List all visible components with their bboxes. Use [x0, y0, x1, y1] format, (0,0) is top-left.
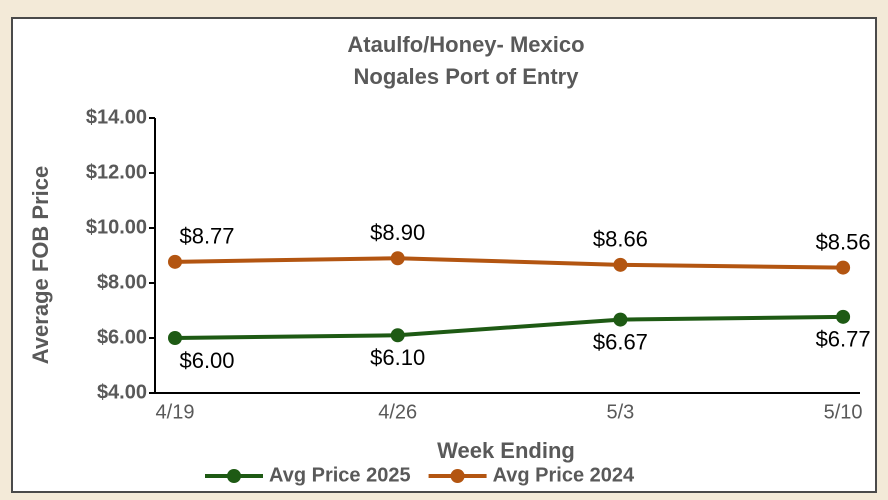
marker: [168, 254, 182, 269]
legend-label: Avg Price 2024: [493, 464, 635, 486]
y-axis-label: Average FOB Price: [28, 166, 53, 365]
y-tick-label: $14.00: [86, 106, 147, 128]
x-axis-label: Week Ending: [437, 438, 575, 463]
marker: [613, 312, 628, 327]
x-tick-label: 4/19: [156, 401, 195, 423]
data-label: $6.67: [593, 329, 648, 354]
series-line: [174, 314, 844, 340]
data-label: $8.66: [593, 227, 648, 252]
y-tick-label: $4.00: [97, 381, 147, 403]
marker: [168, 331, 182, 345]
data-label: $6.00: [179, 348, 234, 373]
y-tick-label: $8.00: [97, 271, 147, 293]
series-line: [174, 256, 844, 270]
marker: [390, 328, 405, 343]
data-label: $6.10: [370, 345, 425, 370]
marker: [836, 309, 851, 324]
data-label: $6.77: [816, 327, 871, 352]
x-tick-label: 4/26: [378, 401, 417, 423]
y-tick-label: $10.00: [86, 216, 147, 238]
chart-subtitle: Nogales Port of Entry: [354, 64, 580, 89]
marker: [613, 257, 628, 272]
chart-title: Ataulfo/Honey- Mexico: [347, 32, 584, 57]
legend-marker: [227, 469, 241, 483]
y-tick-label: $6.00: [97, 326, 147, 348]
panel: [11, 17, 877, 493]
y-tick-label: $12.00: [86, 161, 147, 183]
legend-marker: [450, 469, 465, 483]
x-tick-label: 5/3: [606, 401, 634, 423]
data-label: $8.56: [816, 229, 871, 254]
marker: [390, 251, 405, 266]
data-label: $8.90: [370, 220, 425, 245]
legend-label: Avg Price 2025: [269, 464, 411, 486]
marker: [836, 260, 851, 275]
data-label: $8.77: [179, 224, 234, 249]
x-tick-label: 5/10: [824, 401, 863, 423]
